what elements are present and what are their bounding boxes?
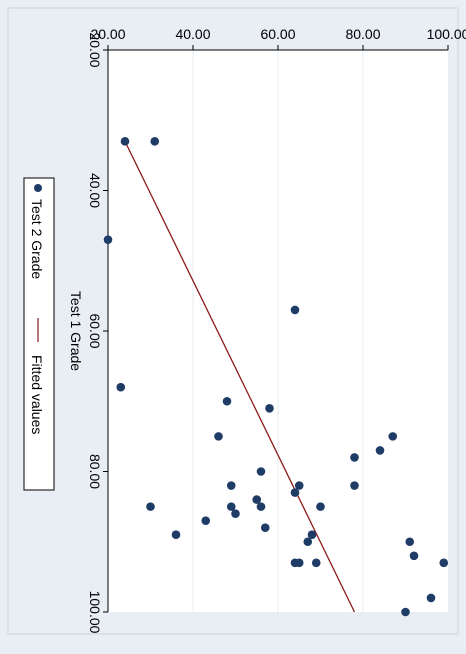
data-point: [214, 432, 223, 441]
data-point: [350, 481, 359, 490]
left-tick-label: 20.00: [87, 32, 103, 67]
top-tick-label: 60.00: [260, 26, 295, 42]
data-point: [401, 607, 410, 617]
data-point: [405, 537, 415, 547]
data-point: [226, 502, 236, 511]
data-point: [290, 305, 300, 315]
data-point: [231, 509, 240, 518]
legend-marker-dot: [34, 184, 42, 192]
data-point: [294, 481, 304, 490]
data-point: [146, 502, 155, 511]
chart-marks: [103, 137, 449, 617]
top-tick-label: 40.00: [175, 26, 210, 42]
data-point: [426, 593, 436, 603]
data-point: [256, 467, 266, 476]
top-tick-label: 80.00: [345, 26, 380, 42]
data-point: [307, 530, 317, 540]
data-point: [260, 523, 270, 532]
grid-lines: [192, 50, 364, 612]
legend-box: [23, 177, 55, 491]
data-point: [316, 502, 325, 511]
x-axis-label: Test 1 Grade: [68, 291, 84, 371]
data-point: [226, 481, 236, 490]
data-point: [171, 530, 181, 540]
legend-label-fitted: Fitted values: [29, 355, 45, 434]
top-tick-label: 20.00: [90, 26, 125, 42]
data-point: [294, 558, 304, 568]
data-point: [311, 558, 321, 568]
data-point: [116, 382, 126, 392]
left-tick-label: 80.00: [87, 454, 103, 489]
fitted-line: [124, 141, 356, 613]
data-point: [350, 453, 359, 462]
data-point: [388, 432, 398, 441]
data-point: [290, 488, 300, 497]
data-point: [375, 446, 385, 455]
data-point: [201, 516, 211, 525]
data-point: [252, 495, 262, 504]
data-point: [120, 137, 130, 146]
data-point: [150, 137, 160, 146]
data-point: [222, 396, 232, 406]
left-tick-label: 40.00: [87, 173, 103, 208]
data-point: [303, 537, 313, 547]
data-point: [265, 403, 274, 413]
legend: Test 2 Grade Fitted values: [23, 177, 55, 491]
data-point: [256, 502, 266, 511]
data-point: [439, 558, 449, 568]
data-point: [409, 551, 419, 561]
data-point: [103, 235, 113, 244]
y-axis-ticks: 20.00 40.00 60.00 80.00 100.00: [90, 26, 466, 50]
legend-label-test2: Test 2 Grade: [29, 199, 45, 279]
top-tick-label: 100.00: [427, 26, 466, 42]
x-axis-ticks: 20.00 40.00 60.00 80.00 100.00: [87, 32, 108, 634]
left-tick-label: 60.00: [87, 313, 103, 348]
left-tick-label: 100.00: [87, 591, 103, 634]
